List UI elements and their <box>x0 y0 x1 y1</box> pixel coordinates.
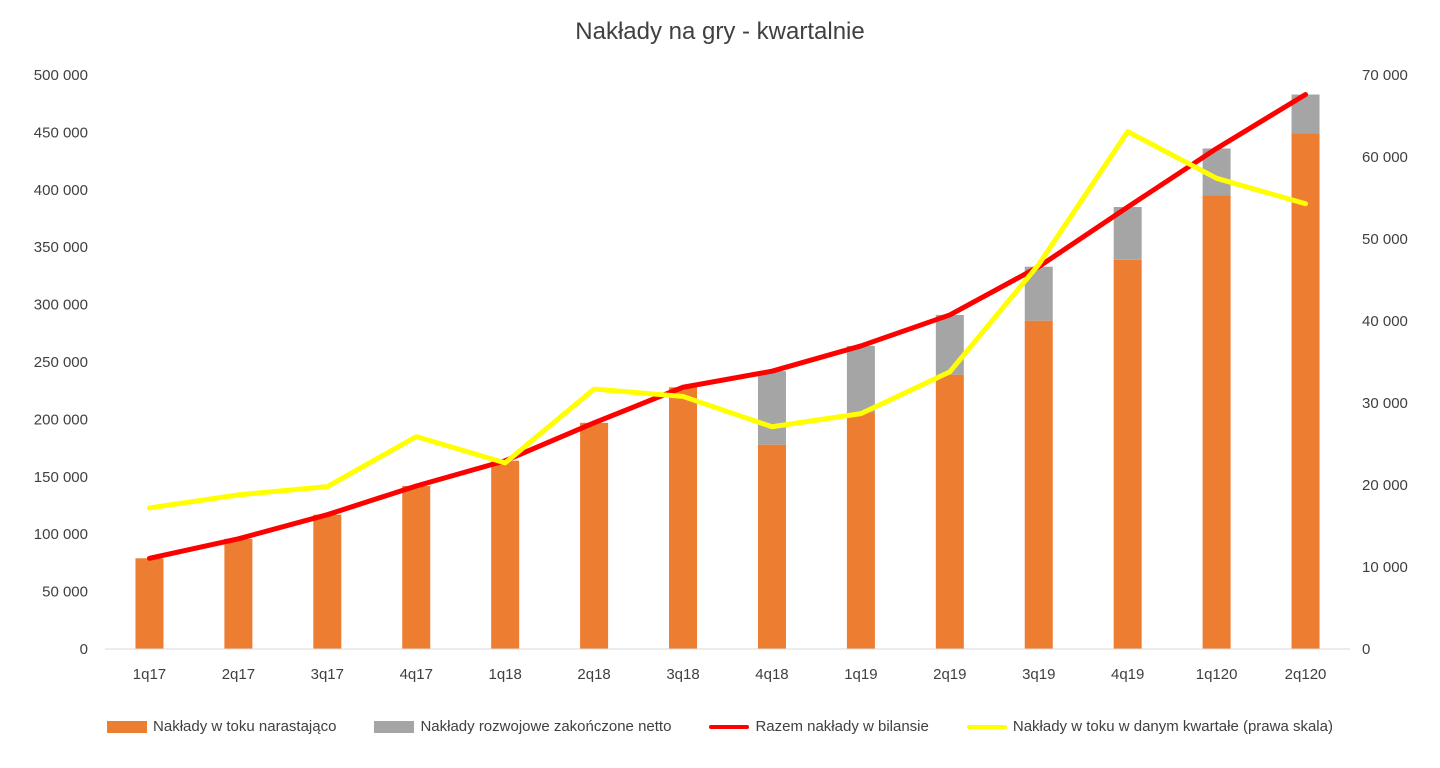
bar-in-progress-2q17 <box>224 538 253 649</box>
x-tick-label: 1q18 <box>488 666 521 683</box>
y-right-tick-label: 50 000 <box>1362 231 1408 248</box>
legend-label: Nakłady w toku narastająco <box>153 718 337 735</box>
x-tick-label: 3q17 <box>311 666 344 683</box>
bar-in-progress-1q19 <box>846 412 875 649</box>
legend-label: Nakłady w toku w danym kwartałe (prawa s… <box>1012 718 1333 735</box>
x-tick-label: 3q18 <box>666 666 699 683</box>
y-left-tick-label: 500 000 <box>34 67 88 84</box>
x-tick-label: 2q120 <box>1285 666 1327 683</box>
y-left-tick-label: 400 000 <box>34 182 88 199</box>
y-left-tick-label: 50 000 <box>42 584 88 601</box>
legend-swatch <box>966 724 1007 729</box>
legend-swatch <box>709 724 750 729</box>
y-right-tick-label: 20 000 <box>1362 477 1408 494</box>
x-tick-label: 2q18 <box>577 666 610 683</box>
x-tick-label: 1q120 <box>1196 666 1238 683</box>
legend-item: Nakłady w toku w danym kwartałe (prawa s… <box>966 718 1333 735</box>
y-left-tick-label: 450 000 <box>34 124 88 141</box>
bar-in-progress-1q18 <box>491 460 520 649</box>
y-left-tick-label: 250 000 <box>34 354 88 371</box>
y-right-tick-label: 40 000 <box>1362 313 1408 330</box>
y-right-tick-label: 60 000 <box>1362 149 1408 166</box>
x-tick-label: 1q17 <box>133 666 166 683</box>
legend-item: Nakłady rozwojowe zakończone netto <box>374 718 671 735</box>
y-right-tick-label: 0 <box>1362 641 1370 658</box>
x-tick-label: 3q19 <box>1022 666 1055 683</box>
chart-title: Nakłady na gry - kwartalnie <box>575 18 865 45</box>
bar-in-progress-1q17 <box>135 558 164 649</box>
bar-in-progress-4q18 <box>757 444 786 649</box>
bars-layer <box>135 94 1320 650</box>
legend-label: Razem nakłady w bilansie <box>755 718 929 735</box>
x-tick-label: 1q19 <box>844 666 877 683</box>
bar-in-progress-2q18 <box>580 422 609 649</box>
y-left-tick-label: 350 000 <box>34 239 88 256</box>
y-right-tick-label: 10 000 <box>1362 559 1408 576</box>
axes-layer: 1q17 2q17 3q17 4q17 1q18 2q18 3q18 4q18 1q19 2q19… <box>34 67 1408 683</box>
legend-label: Nakłady rozwojowe zakończone netto <box>420 718 672 735</box>
y-right-tick-label: 70 000 <box>1362 67 1408 84</box>
x-tick-label: 4q18 <box>755 666 788 683</box>
bar-in-progress-1q120 <box>1202 195 1231 650</box>
bar-in-progress-2q19 <box>935 374 964 649</box>
bar-in-progress-3q18 <box>669 387 698 649</box>
legend: Nakłady w toku narastająco Nakłady rozwoj… <box>0 718 1440 735</box>
legend-swatch <box>107 720 148 733</box>
x-tick-label: 2q19 <box>933 666 966 683</box>
y-right-tick-label: 30 000 <box>1362 395 1408 412</box>
y-left-tick-label: 150 000 <box>34 469 88 486</box>
y-left-tick-label: 100 000 <box>34 526 88 543</box>
legend-swatch <box>374 720 415 733</box>
bar-in-progress-3q19 <box>1024 320 1053 649</box>
lines-layer <box>146 92 1309 561</box>
y-left-tick-label: 0 <box>80 641 88 658</box>
bar-in-progress-4q19 <box>1113 259 1142 649</box>
line-quarterly-in-progress <box>146 129 1309 511</box>
bar-completed-4q18 <box>757 371 786 445</box>
bar-in-progress-2q120 <box>1291 133 1320 650</box>
legend-item: Razem nakłady w bilansie <box>709 718 929 735</box>
bar-in-progress-3q17 <box>313 514 342 649</box>
bar-in-progress-4q17 <box>402 485 431 649</box>
bar-completed-1q19 <box>846 345 875 413</box>
y-left-tick-label: 200 000 <box>34 411 88 428</box>
x-tick-label: 2q17 <box>222 666 255 683</box>
x-tick-label: 4q17 <box>400 666 433 683</box>
line-total-balance <box>146 92 1309 561</box>
x-tick-label: 4q19 <box>1111 666 1144 683</box>
legend-item: Nakłady w toku narastająco <box>107 718 336 735</box>
y-left-tick-label: 300 000 <box>34 297 88 314</box>
bar-completed-2q19 <box>935 314 964 375</box>
